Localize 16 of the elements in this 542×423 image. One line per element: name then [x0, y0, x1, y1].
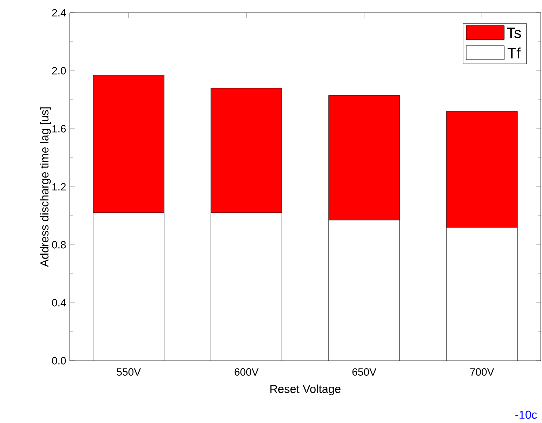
text: -10c: [516, 410, 538, 420]
y-tick-label: 0.4: [52, 299, 66, 307]
x-axis-title: Reset Voltage: [270, 384, 341, 396]
y-tick-label: 2.4: [52, 9, 66, 17]
y-axis-title: Address discharge time lag [us]: [40, 108, 52, 268]
y-tick-label: 2.0: [52, 67, 66, 75]
x-tick-label: 550V: [117, 368, 142, 376]
legend-label: Tf: [508, 48, 521, 59]
legend-label: Ts: [507, 28, 522, 38]
y-tick-label: 1.6: [52, 125, 66, 133]
y-tick-label: 0.0: [52, 357, 66, 365]
x-tick-label: 650V: [352, 368, 377, 376]
y-tick-label: 1.2: [52, 183, 66, 191]
y-tick-label: 0.8: [52, 241, 66, 249]
x-tick-label: 600V: [234, 368, 259, 376]
x-tick-label: 700V: [470, 368, 494, 376]
